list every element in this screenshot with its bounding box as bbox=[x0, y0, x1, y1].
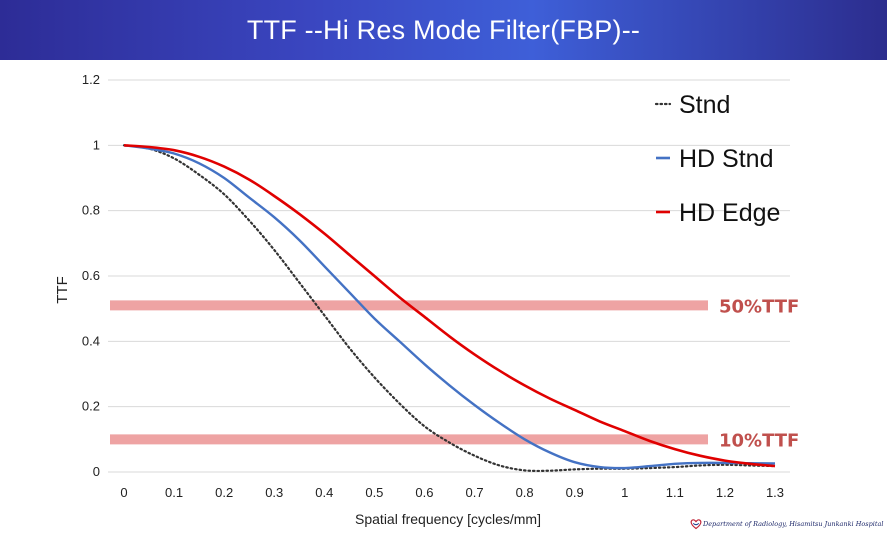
x-tick-label: 0.7 bbox=[465, 485, 483, 500]
reference-label: 10%TTF bbox=[719, 430, 799, 451]
x-tick-label: 0.2 bbox=[215, 485, 233, 500]
y-tick-label: 0.2 bbox=[82, 399, 100, 414]
x-tick-label: 0 bbox=[120, 485, 127, 500]
legend: Stnd HD Stnd HD Edge bbox=[654, 91, 780, 227]
series-line-hd-edge bbox=[123, 144, 776, 468]
title-banner bbox=[0, 0, 887, 60]
hospital-logo-icon bbox=[690, 519, 702, 530]
reference-bands: 50%TTF 10%TTF bbox=[110, 296, 799, 451]
x-tick-label: 0.6 bbox=[415, 485, 433, 500]
series-line-stnd bbox=[122, 144, 777, 473]
x-tick-label: 0.9 bbox=[566, 485, 584, 500]
y-tick-label: 1.2 bbox=[82, 72, 100, 87]
y-tick-label: 0 bbox=[93, 464, 100, 479]
y-axis-title: TTF bbox=[54, 276, 71, 304]
x-tick-label: 0.1 bbox=[165, 485, 183, 500]
x-tick-label: 0.5 bbox=[365, 485, 383, 500]
series-line-hd-stnd bbox=[123, 144, 776, 470]
x-tick-label: 1.2 bbox=[716, 485, 734, 500]
series-lines bbox=[122, 144, 777, 473]
x-axis-title: Spatial frequency [cycles/mm] bbox=[355, 511, 541, 527]
footer-credit: Department of Radiology, Hisamitsu Junka… bbox=[703, 520, 884, 528]
legend-label: HD Edge bbox=[679, 199, 780, 227]
axes: 0 0.2 0.4 0.6 0.8 1 1.2 0 0.1 0.2 0.3 0.4 0.5 0.6 0.7 0… bbox=[54, 72, 784, 527]
slide-title: TTF --Hi Res Mode Filter(FBP)-- bbox=[246, 15, 641, 45]
y-tick-label: 0.8 bbox=[82, 203, 100, 218]
x-tick-label: 1.1 bbox=[666, 485, 684, 500]
x-tick-label: 1.3 bbox=[766, 485, 784, 500]
y-tick-label: 1 bbox=[93, 137, 100, 152]
gridlines bbox=[108, 79, 790, 473]
x-tick-label: 0.8 bbox=[516, 485, 534, 500]
legend-label: HD Stnd bbox=[679, 145, 773, 173]
x-tick-label: 1 bbox=[621, 485, 628, 500]
legend-label: Stnd bbox=[679, 91, 730, 119]
x-tick-label: 0.4 bbox=[315, 485, 333, 500]
reference-label: 50%TTF bbox=[719, 296, 799, 317]
y-tick-label: 0.6 bbox=[82, 268, 100, 283]
y-tick-label: 0.4 bbox=[82, 333, 100, 348]
x-tick-label: 0.3 bbox=[265, 485, 283, 500]
